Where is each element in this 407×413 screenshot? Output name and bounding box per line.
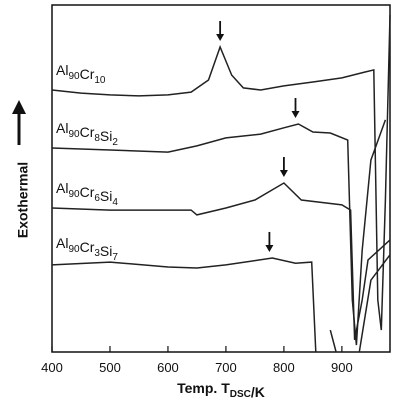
x-tick-label: 700: [215, 360, 237, 375]
peak-arrow-head: [279, 170, 288, 178]
y-axis-label: Exothermal: [15, 162, 31, 238]
series-label: Al90Cr3Si7: [56, 235, 118, 263]
curve: [51, 254, 391, 353]
x-axis-label: Temp. TDSC/K: [177, 380, 265, 400]
peak-arrow-head: [265, 244, 274, 252]
peak-arrow-head: [291, 111, 300, 119]
curve: [51, 182, 391, 341]
plot-frame: [51, 4, 391, 353]
curve: [51, 15, 391, 331]
series-label: Al90Cr8Si2: [56, 120, 118, 148]
x-tick-label: 500: [99, 360, 121, 375]
curve: [51, 119, 387, 346]
x-tick-label: 600: [157, 360, 179, 375]
x-tick-label: 900: [331, 360, 353, 375]
y-arrow-head: [12, 100, 26, 114]
x-tick-label: 800: [273, 360, 295, 375]
x-tick-label: 400: [41, 360, 63, 375]
peak-arrow-head: [216, 33, 225, 41]
series-label: Al90Cr10: [56, 62, 106, 86]
series-label: Al90Cr6Si4: [56, 180, 118, 208]
